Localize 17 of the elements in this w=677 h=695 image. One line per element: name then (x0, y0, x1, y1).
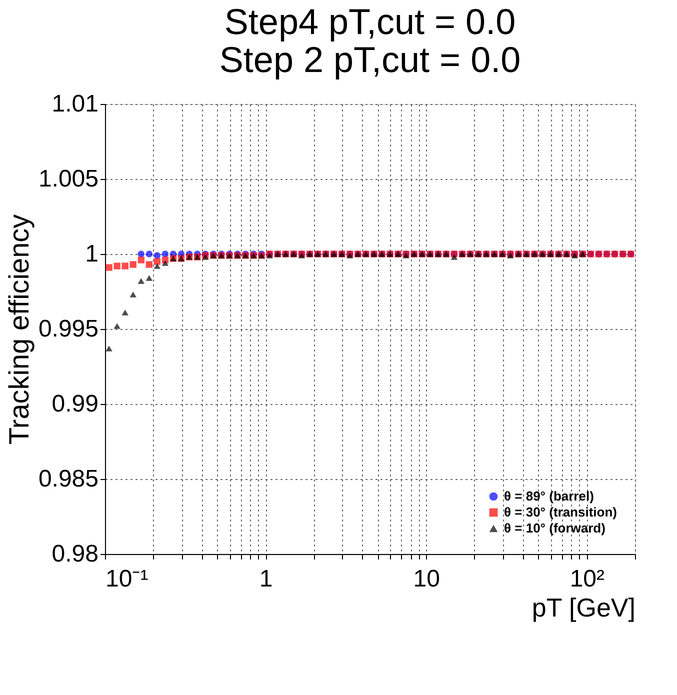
y-tick-label: 1.005 (38, 166, 98, 192)
legend-label: θ = 89° (barrel) (504, 488, 594, 504)
y-tick-label: 1 (85, 240, 98, 268)
y-tick-label: 0.99 (52, 390, 98, 418)
x-tick-label: 10² (570, 566, 605, 592)
x-axis-title: pT [GeV] (532, 592, 636, 622)
y-tick-label: 0.995 (38, 316, 98, 342)
x-tick-label: 10⁻¹ (106, 566, 148, 592)
legend-label: θ = 10° (forward) (504, 520, 606, 536)
y-tick-label: 0.985 (38, 466, 98, 492)
y-axis-title: Tracking efficiency (3, 214, 34, 445)
text: Step4 pT,cut = 0.0 (224, 1, 516, 42)
legend-label: θ = 30° (transition) (504, 504, 617, 520)
y-tick-label: 0.98 (52, 540, 98, 568)
y-tick-label: 1.01 (52, 90, 98, 118)
x-tick-label: 1 (259, 566, 273, 592)
x-tick-label: 10 (413, 566, 440, 592)
